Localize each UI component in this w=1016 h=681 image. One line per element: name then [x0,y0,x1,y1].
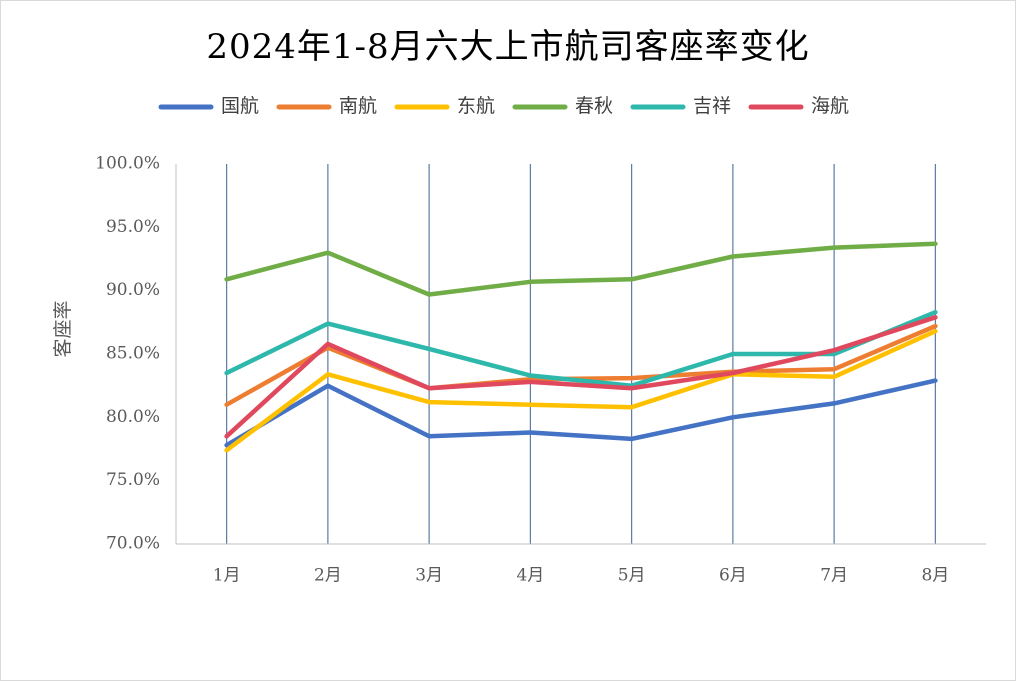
x-tick-label: 4月 [516,566,544,586]
x-tick-label: 5月 [618,566,646,586]
legend-label: 春秋 [575,95,613,117]
legend-item: 国航 [158,95,259,117]
legend-item: 南航 [276,95,377,117]
y-tick-label: 70.0% [106,534,160,554]
legend-item: 东航 [394,95,495,117]
x-tick-label: 6月 [719,566,747,586]
y-tick-label: 90.0% [106,280,160,300]
legend-label: 海航 [811,95,849,117]
series-line-2 [224,323,938,407]
x-tick-label: 2月 [314,566,342,586]
chart-title: 2024年1-8月六大上市航司客座率变化 [206,27,810,67]
x-tick-label: 8月 [921,566,949,586]
y-tick-label: 100.0% [95,154,160,174]
legend-label: 国航 [221,95,259,117]
series-lines [224,241,938,453]
legend-item: 吉祥 [630,95,731,117]
series-line-1 [224,378,938,448]
legend: 国航 南航 东航 春秋 吉祥 海航 [158,95,849,117]
x-tick-label: 3月 [415,566,443,586]
series-line-4 [224,241,938,297]
series-line-6 [224,315,938,439]
legend-item: 海航 [748,95,849,117]
x-tick-label: 7月 [820,566,848,586]
y-tick-label: 75.0% [106,470,160,490]
y-tick-label: 85.0% [106,344,160,364]
axes: 70.0% 75.0% 80.0% 85.0% 90.0% 95.0% 100.0% 1月 2月… [95,154,986,586]
y-tick-label: 80.0% [106,407,160,427]
legend-label: 吉祥 [693,95,731,117]
legend-item: 春秋 [512,95,613,117]
x-tick-label: 1月 [213,566,241,586]
y-axis-title: 客座率 [52,300,74,357]
y-tick-label: 95.0% [106,217,160,237]
legend-label: 南航 [339,95,377,117]
legend-label: 东航 [457,95,495,117]
series-line-3 [224,328,938,453]
